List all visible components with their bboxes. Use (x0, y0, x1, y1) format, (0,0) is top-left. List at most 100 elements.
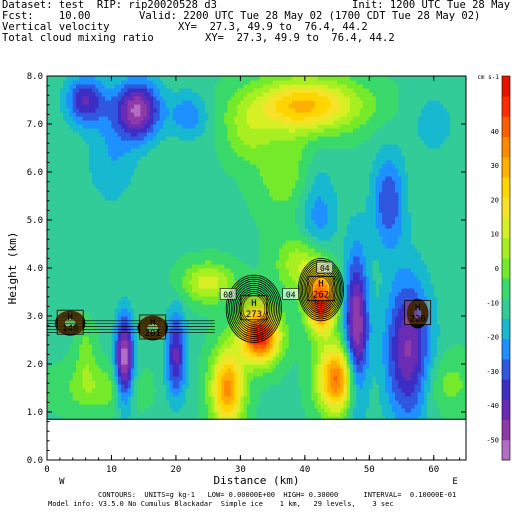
w-cell (63, 352, 67, 357)
w-cell (111, 416, 116, 421)
w-cell (76, 364, 80, 369)
w-cell (137, 112, 142, 117)
w-cell (92, 252, 96, 257)
w-cell (92, 236, 96, 241)
w-cell (146, 376, 151, 381)
w-cell (134, 228, 138, 233)
w-cell (50, 336, 55, 341)
w-cell (88, 252, 93, 257)
w-cell (140, 256, 145, 261)
w-cell (85, 304, 90, 309)
w-cell (146, 380, 151, 385)
w-cell (114, 244, 119, 249)
w-cell (82, 300, 87, 305)
w-cell (121, 120, 125, 125)
w-cell (63, 216, 67, 221)
w-cell (101, 304, 106, 309)
w-cell (72, 80, 77, 85)
w-cell (47, 148, 51, 153)
w-cell (121, 376, 125, 381)
w-cell (127, 404, 132, 409)
w-cell (88, 156, 93, 161)
w-cell (79, 240, 84, 245)
w-cell (59, 304, 64, 309)
w-cell (95, 148, 100, 153)
w-cell (95, 112, 100, 117)
w-cell (117, 88, 122, 93)
w-cell (85, 368, 90, 373)
w-cell (79, 156, 84, 161)
w-cell (156, 160, 161, 165)
w-cell (88, 384, 93, 389)
w-cell (56, 264, 61, 269)
w-cell (146, 264, 151, 269)
w-cell (108, 388, 113, 393)
w-cell (130, 240, 135, 245)
w-cell (47, 76, 51, 81)
w-cell (130, 88, 135, 93)
w-cell (130, 276, 135, 281)
w-cell (101, 300, 106, 305)
w-cell (92, 212, 96, 217)
w-cell (53, 120, 58, 125)
w-cell (127, 332, 132, 337)
w-cell (95, 280, 100, 285)
w-cell (98, 368, 103, 373)
w-cell (56, 368, 61, 373)
w-cell (92, 192, 96, 197)
w-cell (72, 360, 77, 365)
w-cell (59, 356, 64, 361)
w-cell (85, 112, 90, 117)
w-cell (92, 368, 96, 373)
w-cell (47, 320, 51, 325)
w-cell (134, 244, 138, 249)
w-cell (114, 372, 119, 377)
w-cell (146, 84, 151, 89)
w-cell (153, 172, 158, 177)
w-cell (143, 156, 148, 161)
w-cell (66, 408, 71, 413)
w-cell (159, 352, 164, 357)
w-cell (63, 104, 67, 109)
w-cell (130, 372, 135, 377)
w-cell (134, 84, 138, 89)
w-cell (150, 260, 154, 265)
w-cell (66, 280, 71, 285)
w-cell (101, 168, 106, 173)
w-cell (88, 160, 93, 165)
w-cell (156, 276, 161, 281)
w-cell (108, 172, 113, 177)
w-cell (72, 224, 77, 229)
w-cell (50, 116, 55, 121)
w-cell (82, 212, 87, 217)
w-cell (98, 208, 103, 213)
w-cell (159, 336, 164, 341)
w-cell (150, 328, 154, 333)
w-cell (59, 292, 64, 297)
w-cell (95, 152, 100, 157)
w-cell (117, 320, 122, 325)
w-cell (59, 276, 64, 281)
w-cell (153, 124, 158, 129)
w-cell (59, 360, 64, 365)
w-cell (140, 128, 145, 133)
w-cell (72, 192, 77, 197)
w-cell (59, 240, 64, 245)
w-cell (72, 380, 77, 385)
w-cell (153, 120, 158, 125)
w-cell (114, 156, 119, 161)
w-cell (146, 368, 151, 373)
w-cell (146, 248, 151, 253)
w-cell (156, 172, 161, 177)
w-cell (134, 408, 138, 413)
w-cell (92, 392, 96, 397)
w-cell (150, 240, 154, 245)
w-cell (88, 144, 93, 149)
w-cell (114, 128, 119, 133)
w-cell (82, 232, 87, 237)
w-cell (56, 416, 61, 421)
w-cell (124, 404, 129, 409)
w-cell (143, 192, 148, 197)
w-cell (111, 120, 116, 125)
w-cell (85, 248, 90, 253)
